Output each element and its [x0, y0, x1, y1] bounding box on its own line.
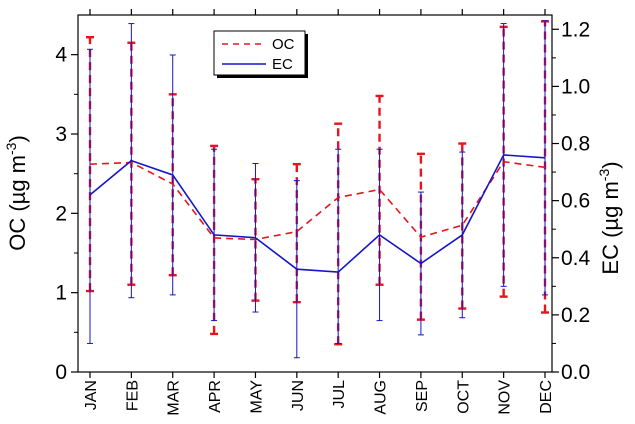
y-left-tick-label: 0	[55, 361, 67, 384]
x-category-label: MAY	[248, 380, 265, 414]
x-category-label: DEC	[538, 380, 555, 414]
x-category-label: JUN	[290, 380, 307, 411]
y-right-tick-label: 0.6	[561, 190, 590, 213]
x-category-label: NOV	[497, 380, 514, 415]
y-left-axis-title: OC (µg m-3)	[3, 135, 30, 251]
legend-oc-label: OC	[272, 36, 295, 53]
y-left-tick-label: 4	[55, 44, 67, 67]
legend: OC EC	[213, 30, 308, 78]
legend-ec-label: EC	[272, 56, 293, 73]
series-line-oc	[89, 160, 546, 241]
x-category-label: JUL	[331, 380, 348, 409]
x-category-label: OCT	[455, 380, 472, 414]
x-category-label: APR	[207, 380, 224, 413]
y-right-tick-label: 1.0	[561, 75, 590, 98]
series-line-ec	[89, 154, 546, 273]
y-right-tick-label: 0.0	[561, 361, 590, 384]
y-left-tick-label: 1	[55, 282, 67, 305]
y-right-tick-label: 0.4	[561, 247, 591, 270]
x-category-label: SEP	[414, 380, 431, 412]
plot-frame	[77, 14, 553, 373]
x-category-label: AUG	[373, 380, 390, 415]
error-bars	[86, 20, 549, 359]
y-right-tick-label: 0.2	[561, 304, 590, 327]
y-left-tick-label: 2	[55, 202, 67, 225]
series-lines	[89, 154, 546, 273]
x-category-label: JAN	[83, 380, 100, 410]
y-left-tick-label: 3	[55, 123, 67, 146]
x-category-label: FEB	[124, 380, 141, 411]
legend-box	[213, 30, 306, 76]
axes: 0 1 2 3 4 0.0 0.2 0.4 0.6 0.8 1.0 1.2 JAN FEB MAR APR MA…	[55, 9, 591, 416]
x-category-label: MAR	[166, 380, 183, 416]
y-right-tick-label: 0.8	[561, 133, 590, 156]
y-right-tick-label: 1.2	[561, 18, 590, 41]
y-right-axis-title: EC (µg m-3)	[596, 161, 623, 274]
